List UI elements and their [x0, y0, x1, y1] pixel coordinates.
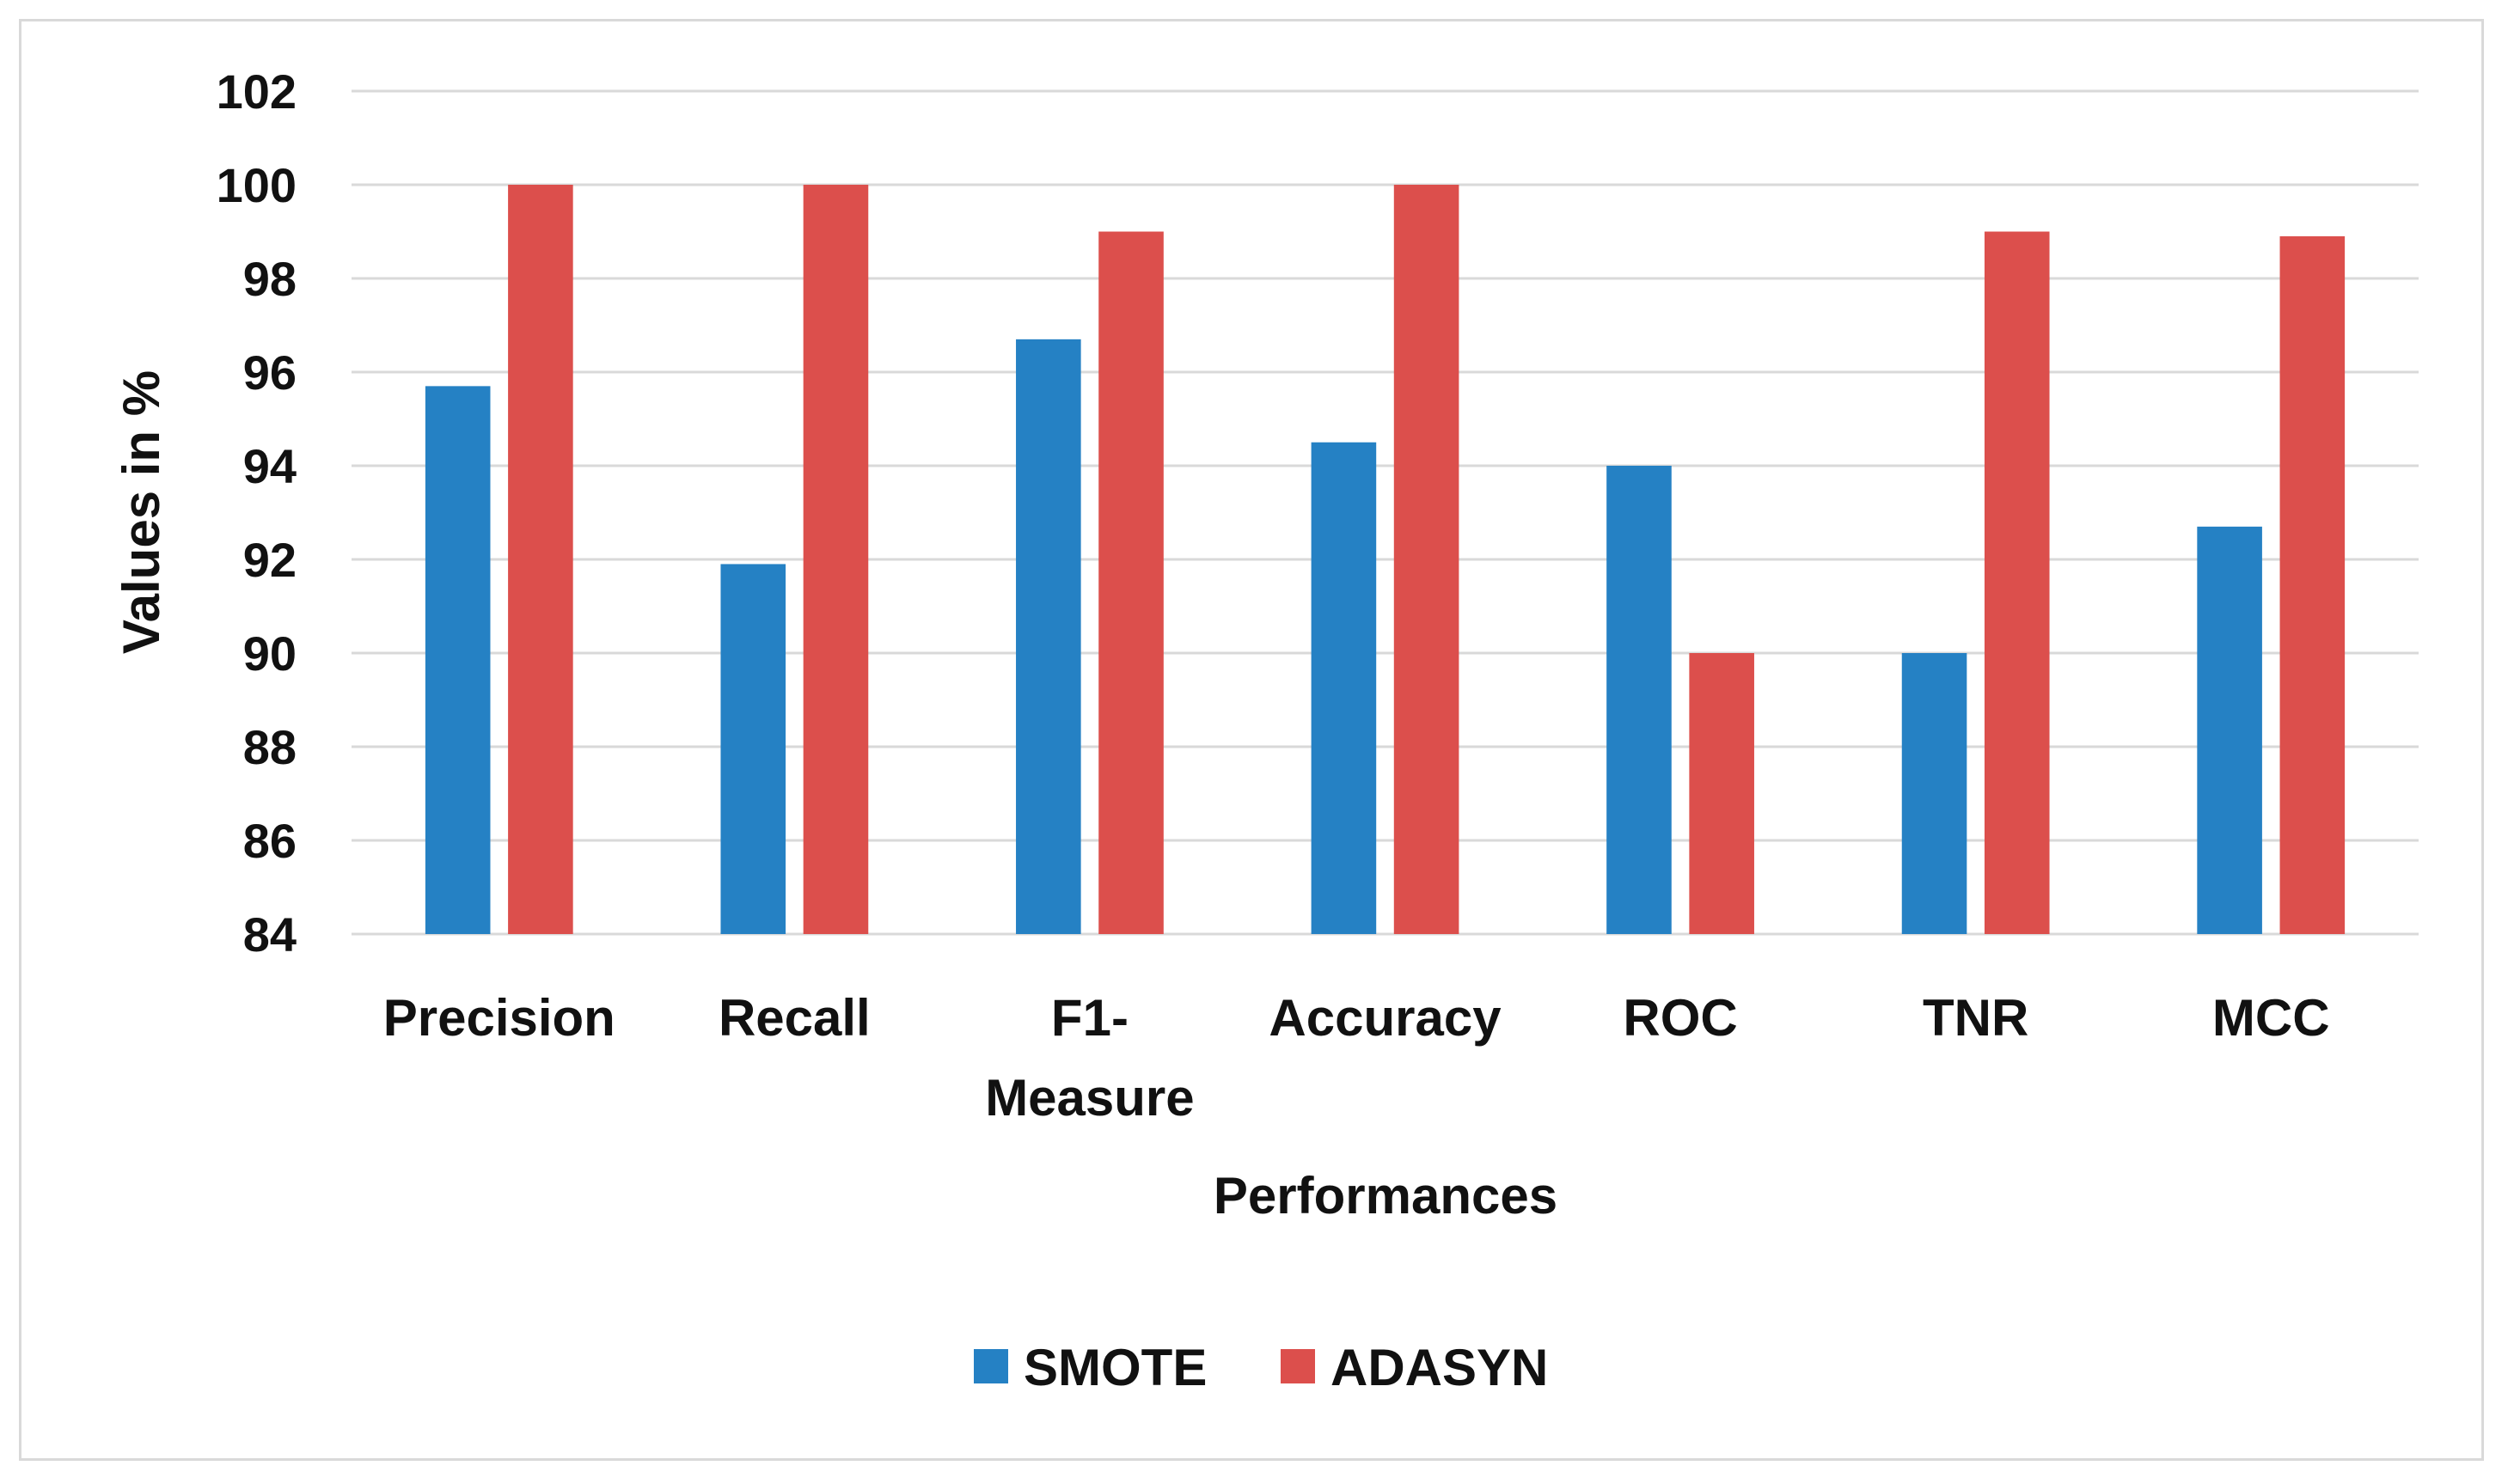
- bar-smote: [1016, 339, 1081, 935]
- bar-smote: [1311, 442, 1377, 934]
- y-tick-label: 100: [217, 158, 297, 212]
- x-tick-label: Accuracy: [1269, 989, 1502, 1047]
- y-tick-label: 96: [243, 345, 297, 400]
- y-tick-label: 86: [243, 814, 297, 868]
- x-tick-label: ROC: [1623, 989, 1737, 1047]
- y-tick-label: 90: [243, 626, 297, 681]
- legend-label: SMOTE: [1024, 1339, 1207, 1396]
- bar-adasyn: [1393, 185, 1459, 934]
- x-axis-label: Performances: [1214, 1167, 1557, 1224]
- bar-smote: [2197, 526, 2262, 934]
- y-tick-label: 94: [243, 439, 297, 493]
- x-tick-label: Precision: [383, 989, 615, 1047]
- bar-adasyn: [508, 185, 573, 934]
- y-tick-label: 88: [243, 720, 297, 774]
- bar-smote: [1606, 466, 1672, 934]
- x-tick-label: Measure: [985, 1069, 1194, 1127]
- x-tick-label: TNR: [1923, 989, 2028, 1047]
- bar-adasyn: [1689, 653, 1754, 934]
- bar-adasyn: [1984, 231, 2050, 934]
- x-tick-label: MCC: [2212, 989, 2330, 1047]
- bar-adasyn: [803, 185, 869, 934]
- x-tick-label: Recall: [719, 989, 871, 1047]
- y-tick-label: 92: [243, 533, 297, 587]
- bar-smote: [1901, 653, 1967, 934]
- x-tick-label: F1-: [1051, 989, 1129, 1047]
- legend-swatch-smote: [974, 1349, 1008, 1383]
- bar-adasyn: [2279, 235, 2346, 934]
- y-tick-label: 98: [243, 252, 297, 306]
- y-tick-label: 84: [243, 907, 297, 962]
- legend-label: ADASYN: [1330, 1339, 1548, 1396]
- bar-smote: [720, 564, 786, 934]
- y-tick-label: 102: [217, 64, 297, 119]
- bar-adasyn: [1098, 231, 1164, 934]
- y-axis-label: Values in %: [113, 370, 170, 654]
- legend-swatch-adasyn: [1281, 1349, 1315, 1383]
- chart-frame: [19, 19, 2484, 1461]
- bar-smote: [425, 386, 491, 935]
